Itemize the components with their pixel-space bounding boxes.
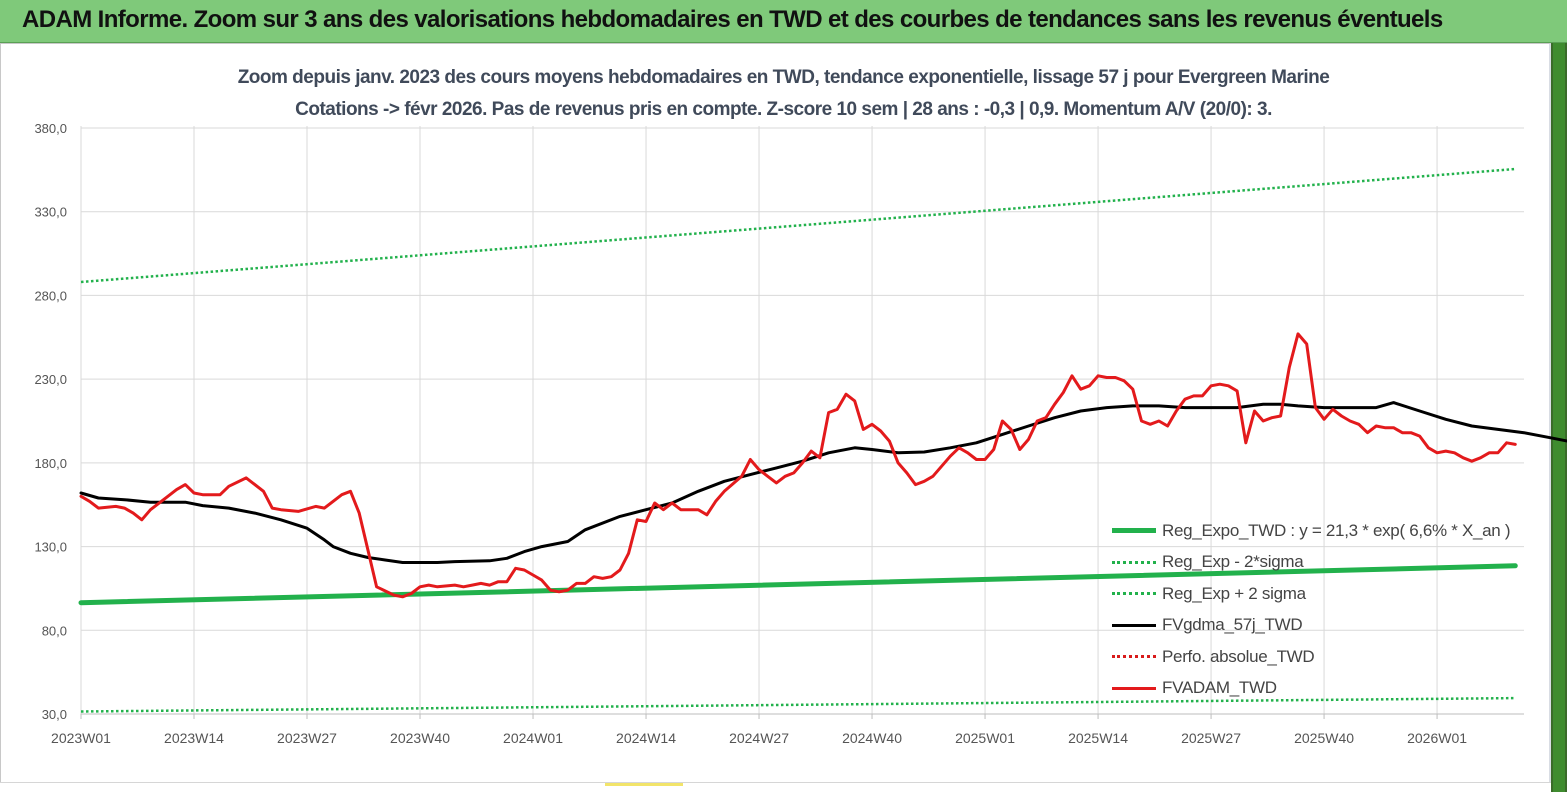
y-tick-label: 230,0 [34,372,67,387]
legend-item: Reg_Exp - 2*sigma [1112,547,1510,579]
x-tick-label: 2025W01 [955,730,1015,746]
legend-swatch [1112,686,1156,690]
legend-label: FVADAM_TWD [1162,678,1277,698]
legend-label: Perfo. absolue_TWD [1162,646,1315,666]
y-tick-label: 130,0 [34,540,67,555]
bottom-edge-mark [605,783,683,786]
x-tick-label: 2024W14 [616,730,676,746]
legend-label: FVgdma_57j_TWD [1162,615,1303,635]
legend-label: Reg_Exp - 2*sigma [1162,552,1304,572]
sigma-plus-line [80,167,1516,284]
header-banner: ADAM Informe. Zoom sur 3 ans des valoris… [0,0,1567,43]
y-tick-label: 380,0 [34,121,67,136]
x-tick-label: 2026W01 [1407,730,1467,746]
legend-swatch [1112,528,1156,534]
x-tick-label: 2023W40 [390,730,450,746]
legend-swatch [1112,560,1156,564]
x-tick-label: 2024W01 [503,730,563,746]
legend-item: Reg_Expo_TWD : y = 21,3 * exp( 6,6% * X_… [1112,515,1511,547]
sigma-minus-line [80,696,1516,713]
y-tick-label: 30,0 [42,707,67,722]
x-tick-label: 2023W14 [164,730,224,746]
y-tick-label: 80,0 [42,623,67,638]
bottom-edge-strip [0,782,1551,793]
x-tick-label: 2025W40 [1294,730,1354,746]
x-tick-label: 2023W01 [51,730,111,746]
chart-title-line2: Cotations -> févr 2026. Pas de revenus p… [295,99,1272,120]
legend-swatch [1112,623,1156,627]
reg-expo-line [78,563,1518,606]
legend-item: Perfo. absolue_TWD [1112,641,1510,673]
chart-legend: Reg_Expo_TWD : y = 21,3 * exp( 6,6% * X_… [1112,515,1511,705]
right-edge-strip-inner [1553,43,1565,792]
y-tick-label: 330,0 [34,205,67,220]
legend-item: Reg_Exp + 2 sigma [1112,578,1510,610]
fvadam-line [79,332,1517,599]
x-tick-label: 2024W27 [729,730,789,746]
chart-title-line1: Zoom depuis janv. 2023 des cours moyens … [237,67,1330,88]
x-tick-label: 2023W27 [277,730,337,746]
legend-swatch [1112,655,1156,659]
legend-label: Reg_Expo_TWD : y = 21,3 * exp( 6,6% * X_… [1162,520,1511,540]
x-tick-label: 2025W14 [1068,730,1128,746]
x-tick-label: 2024W40 [842,730,902,746]
y-tick-label: 280,0 [34,288,67,303]
legend-item: FVgdma_57j_TWD [1112,610,1510,642]
legend-swatch [1112,592,1156,596]
x-tick-label: 2025W27 [1181,730,1241,746]
legend-item: FVADAM_TWD [1112,673,1510,705]
fvgdma-line [79,401,1567,564]
banner-title: ADAM Informe. Zoom sur 3 ans des valoris… [22,6,1443,33]
y-tick-label: 180,0 [34,456,67,471]
legend-label: Reg_Exp + 2 sigma [1162,583,1306,603]
